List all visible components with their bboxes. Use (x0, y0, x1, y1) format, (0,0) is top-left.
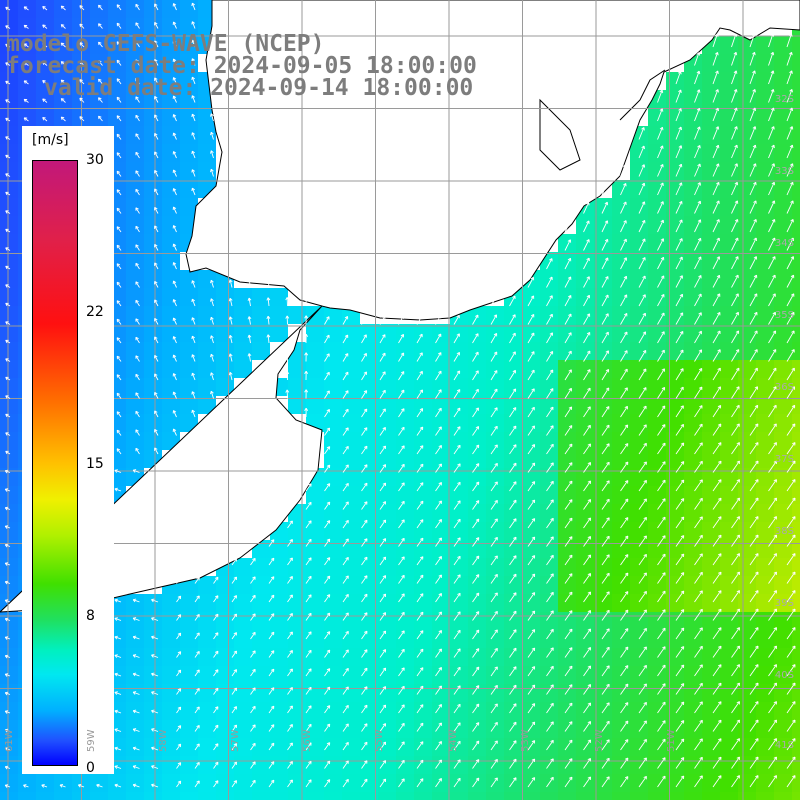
scale-tick-8: 8 (86, 608, 95, 624)
scale-tick-0: 0 (86, 760, 95, 776)
scale-tick-15: 15 (86, 456, 104, 472)
lat-label: 32S (774, 94, 794, 105)
lon-label: 57W (230, 729, 241, 752)
color-scale-bar (32, 160, 78, 766)
lon-label: 51W (666, 729, 677, 752)
forecast-date: forecast date: 2024-09-05 18:00:00 (6, 53, 477, 79)
lat-label: 40S (774, 670, 794, 681)
lon-label: 55W (374, 729, 385, 752)
lat-label: 41S (774, 740, 794, 751)
legend-unit: [m/s] (32, 132, 69, 148)
lat-label: 37S (774, 454, 794, 465)
model-title: modelo GEFS-WAVE (NCEP) (6, 31, 325, 57)
lat-label: 36S (774, 382, 794, 393)
valid-date: valid date: 2024-09-14 18:00:00 (44, 75, 474, 101)
lon-label: 59W (86, 729, 97, 752)
lon-label: 61W (4, 729, 15, 752)
lon-label: 54W (448, 729, 459, 752)
scale-tick-30: 30 (86, 152, 104, 168)
lat-label: 39S (774, 598, 794, 609)
lon-label: 58W (158, 729, 169, 752)
scale-tick-22: 22 (86, 304, 104, 320)
coast-detail (619, 69, 666, 121)
land-area (0, 0, 800, 612)
lat-label: 35S (774, 310, 794, 321)
lagoon-outline (539, 98, 581, 171)
lon-label: 52W (594, 729, 605, 752)
lat-label: 34S (774, 238, 794, 249)
lat-label: 33S (774, 166, 794, 177)
lon-label: 56W (302, 729, 313, 752)
coastline (0, 0, 800, 613)
lat-label: 38S (774, 526, 794, 537)
lon-label: 53W (520, 729, 531, 752)
